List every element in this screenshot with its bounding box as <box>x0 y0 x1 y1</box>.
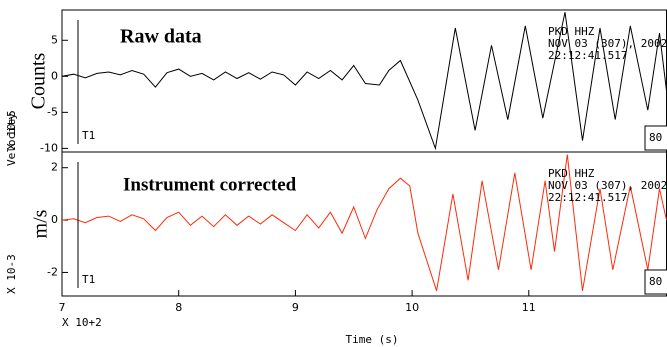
date-label: NOV 03 (307), 2002 <box>548 37 667 50</box>
x-axis-label: Time (s) <box>346 333 399 346</box>
y-tick-label: 0 <box>51 69 58 82</box>
x-tick-label: 11 <box>522 301 536 314</box>
station-label: PKD HHZ <box>548 25 595 38</box>
trace-label: T1 <box>82 273 95 286</box>
unit-label: Velocity <box>5 113 18 166</box>
scale-label: X 10-3 <box>5 254 18 294</box>
chart-title: Raw data <box>120 26 202 48</box>
y-tick-label: -10 <box>40 141 58 154</box>
y-axis-label: Counts <box>28 52 50 109</box>
box <box>644 269 667 295</box>
waveform <box>61 12 667 151</box>
y-tick-label: 5 <box>51 33 58 46</box>
date-label: NOV 03 (307), 2002 <box>548 179 667 192</box>
box-label: 80 <box>649 275 662 288</box>
x-tick-label: 7 <box>59 301 66 314</box>
waveform <box>61 154 667 291</box>
time-label: 22:12:41.517 <box>548 49 627 62</box>
chart-title: Instrument corrected <box>123 174 297 195</box>
scale-label: X 10+5 <box>5 110 18 150</box>
station-label: PKD HHZ <box>548 167 595 180</box>
box <box>644 125 667 151</box>
y-tick-label: 2 <box>51 161 58 174</box>
trace-label: T1 <box>82 129 95 142</box>
x-tick-label: 10 <box>405 301 419 314</box>
y-tick-label: -5 <box>47 105 58 118</box>
y-axis-label: m/s <box>30 209 52 238</box>
x-tick-label: 8 <box>175 301 182 314</box>
y-tick-label: -2 <box>47 265 58 278</box>
y-tick-label: 0 <box>51 213 58 226</box>
box-label: 80 <box>649 131 662 144</box>
time-label: 22:12:41.517 <box>548 191 627 204</box>
x-scale-label: X 10+2 <box>62 316 102 329</box>
x-tick-label: 9 <box>292 301 299 314</box>
